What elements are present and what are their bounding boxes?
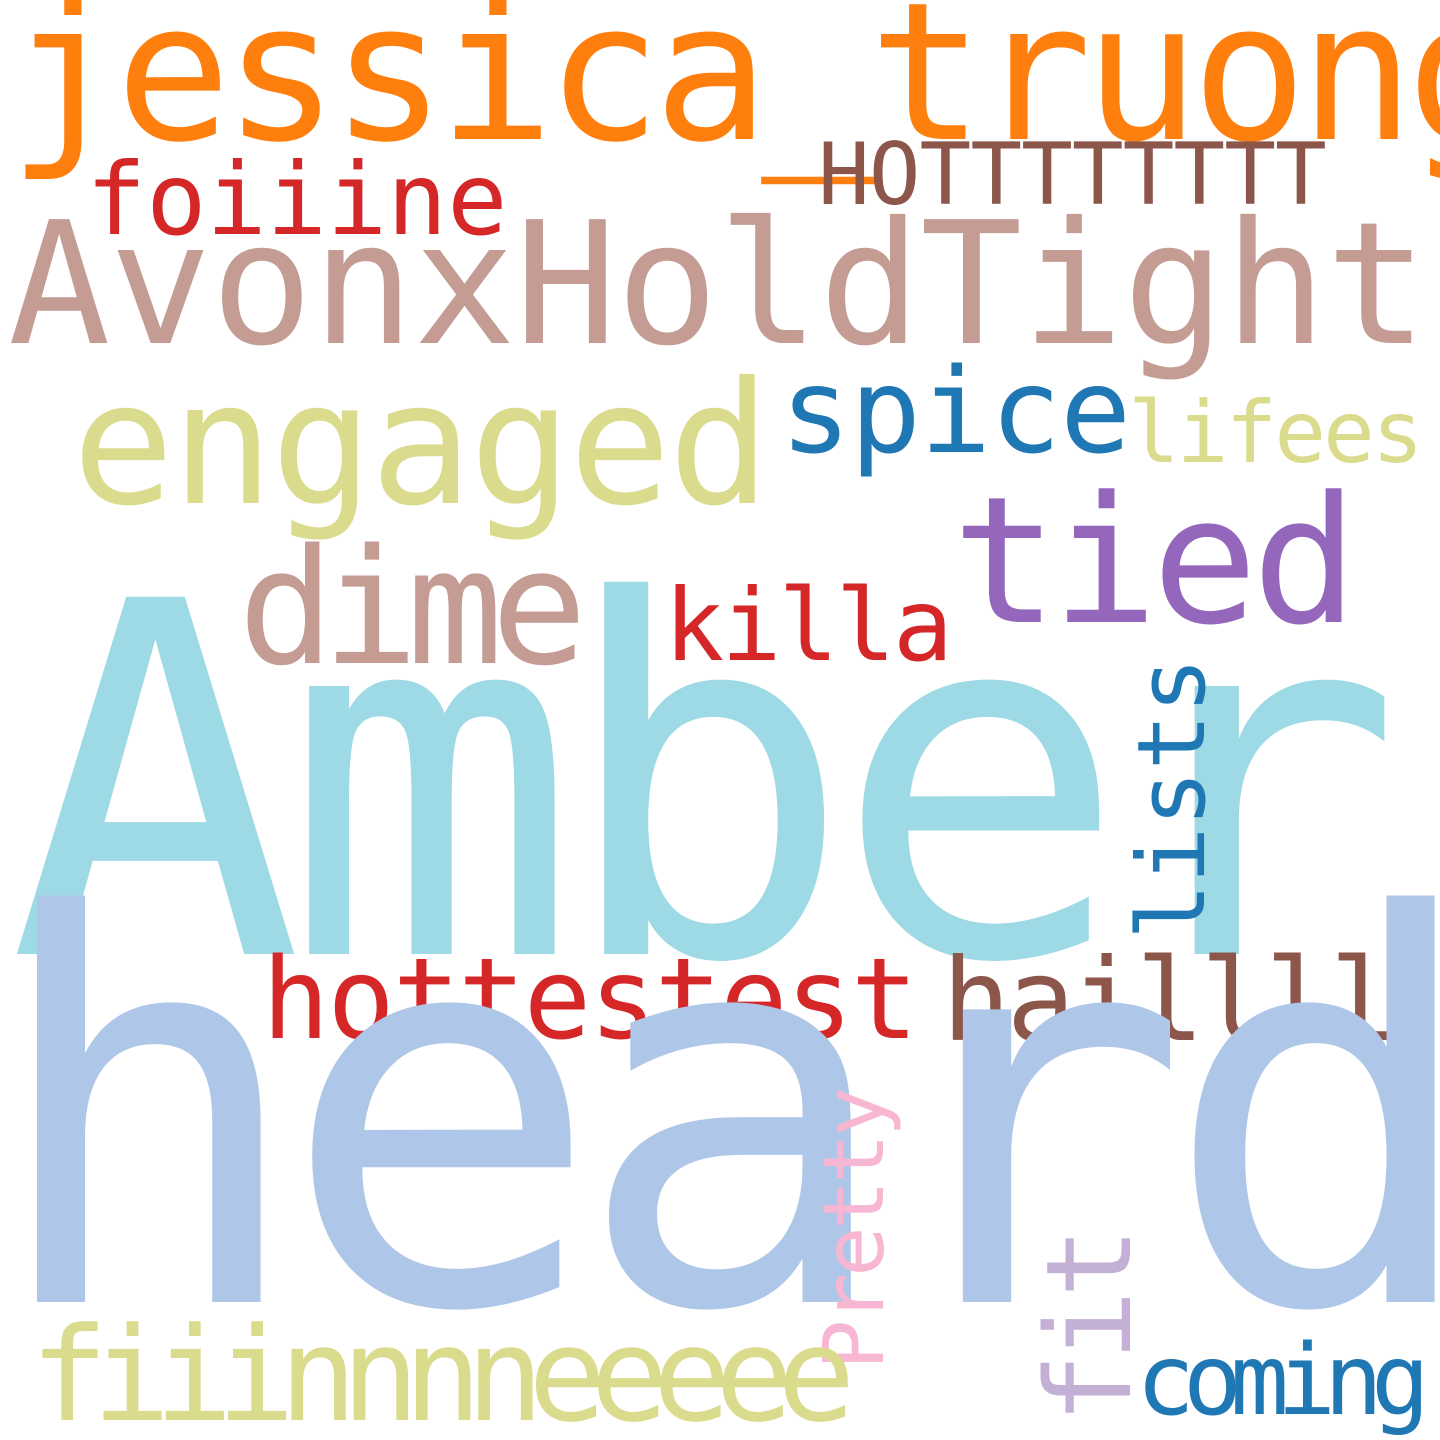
word-tied: tied: [952, 459, 1358, 664]
word-avonxholdtight: AvonxHoldTight: [8, 186, 1428, 384]
word-jessica-truong: jessica_truong: [8, 0, 1440, 185]
word-coming: coming: [1136, 1324, 1430, 1438]
word-heard: heard: [0, 806, 1440, 1429]
word-spice: spice: [780, 342, 1131, 480]
word-hottestest: hottestest: [262, 935, 918, 1065]
word-fit: fit: [1020, 1234, 1158, 1424]
word-foiiine: foiiine: [86, 141, 508, 258]
word-hotttttttt: HOTTTTTTTT: [818, 125, 1327, 225]
word-haillll: haillll: [942, 934, 1398, 1067]
word-lifees: lifees: [1128, 383, 1424, 483]
word-fiiinnnneeeee: fiiinnnneeeee: [30, 1299, 855, 1440]
word-killa: killa: [664, 567, 953, 684]
word-dime: dime: [238, 514, 587, 701]
word-engaged: engaged: [72, 346, 770, 544]
word-amber: Amber: [8, 499, 1403, 1070]
